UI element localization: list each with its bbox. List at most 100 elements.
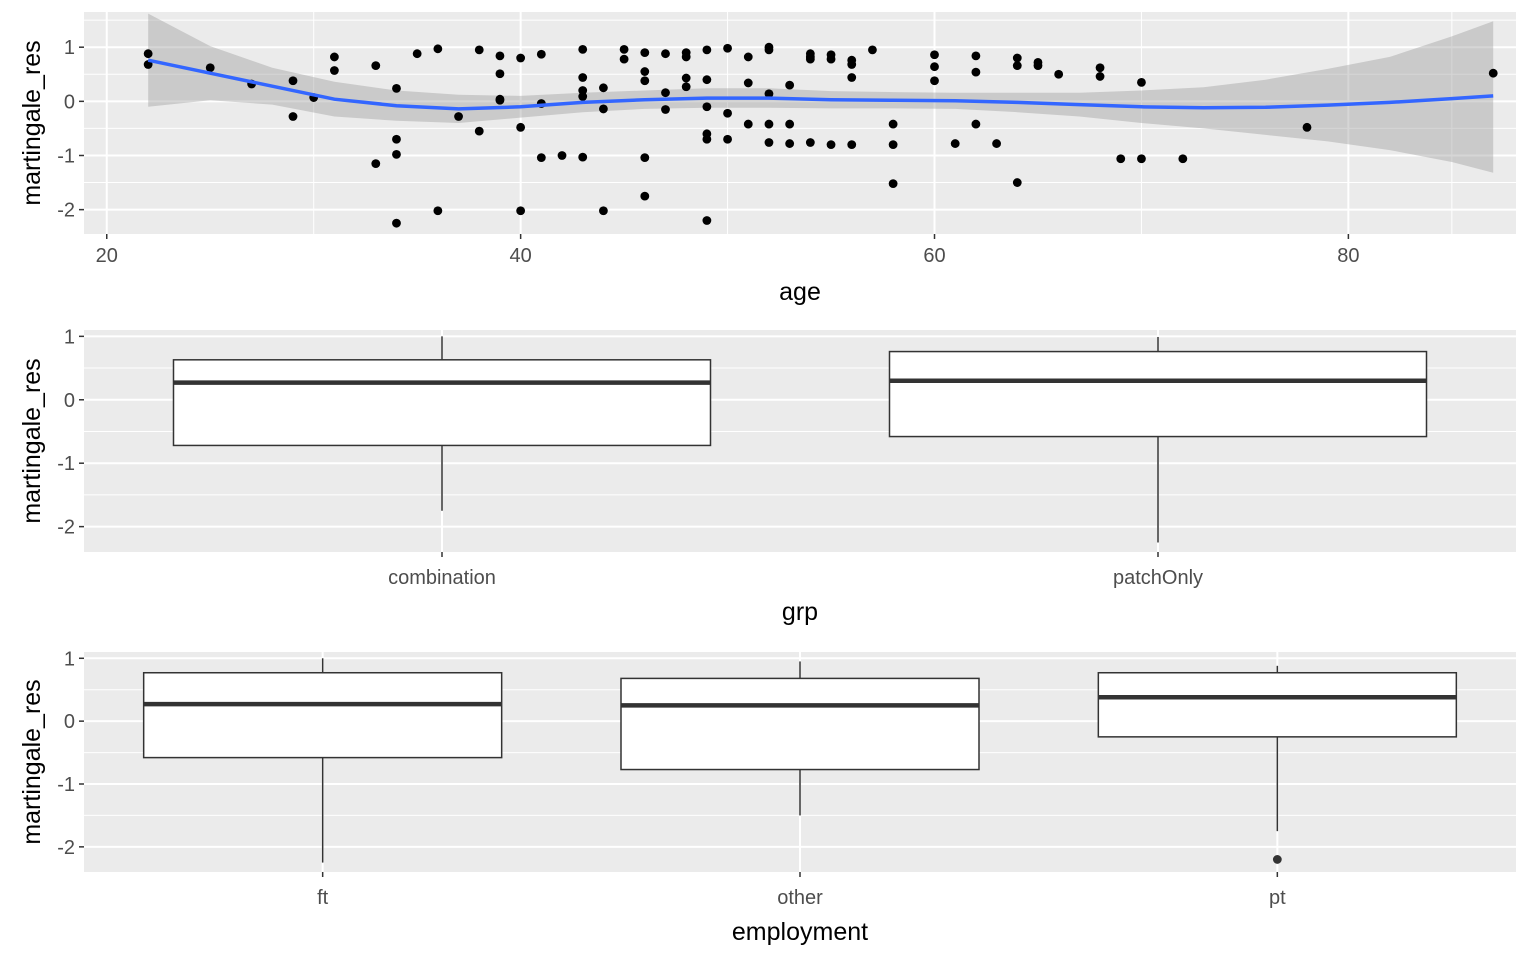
employment-boxplot-panel: -2 -1 0 1 ft other pt employment martingale_r… [18, 648, 1516, 946]
data-point [1116, 154, 1126, 164]
data-point [1012, 178, 1022, 187]
data-point [723, 134, 732, 144]
box [888, 350, 1428, 438]
data-point [288, 76, 298, 86]
data-point [516, 206, 526, 216]
data-point [702, 134, 712, 144]
data-point [785, 80, 795, 90]
grp-boxplot-panel: -2 -1 0 1 combination patchOnly grp martinga… [18, 326, 1516, 626]
data-point [702, 216, 712, 225]
data-point [1137, 77, 1146, 87]
data-point [681, 82, 691, 92]
data-point [785, 119, 795, 129]
data-point [950, 139, 960, 148]
data-point [599, 83, 608, 93]
y-tick-label: -1 [57, 145, 75, 167]
y-ticks: -2 -1 0 1 [57, 648, 84, 859]
y-tick-label: -2 [57, 200, 75, 222]
y-tick-label: -1 [57, 453, 75, 475]
data-point [992, 139, 1001, 148]
data-point [371, 61, 381, 71]
data-point [433, 206, 443, 216]
confidence-ribbon [148, 13, 1494, 173]
x-tick-label: pt [1269, 887, 1286, 909]
data-point [412, 49, 422, 59]
data-point [743, 119, 753, 129]
y-tick-label: 1 [64, 648, 75, 670]
data-point [578, 73, 588, 82]
data-point [619, 54, 629, 64]
data-point [578, 92, 588, 101]
data-point [433, 44, 443, 54]
data-point [847, 60, 857, 69]
data-point [557, 151, 567, 160]
data-point [764, 119, 774, 129]
data-point [1012, 61, 1022, 71]
y-tick-label: -1 [57, 774, 75, 796]
data-point [723, 108, 732, 118]
data-point [868, 45, 877, 55]
y-axis-title: martingale_res [18, 40, 46, 205]
data-point [1137, 154, 1146, 164]
data-point [764, 45, 774, 55]
data-point [329, 66, 339, 75]
boxplots [172, 336, 1428, 543]
data-point [661, 49, 670, 59]
data-point [805, 54, 815, 64]
data-point [971, 67, 981, 77]
data-point [495, 95, 505, 105]
data-point [1095, 72, 1105, 81]
data-point [1033, 61, 1043, 71]
outlier-point [1272, 855, 1282, 864]
data-point [702, 45, 712, 55]
data-point [826, 54, 836, 64]
data-point [847, 73, 857, 82]
data-point [888, 119, 898, 129]
data-point [474, 45, 484, 55]
scatter-points [143, 42, 1498, 228]
data-point [1488, 68, 1498, 78]
x-axis-title: grp [782, 598, 818, 626]
y-tick-label: -2 [57, 837, 75, 859]
data-point [743, 52, 753, 62]
y-tick-label: 0 [64, 711, 75, 733]
x-axis-title: age [779, 278, 821, 306]
x-tick-label: 80 [1337, 245, 1359, 267]
data-point [888, 179, 898, 189]
data-point [143, 49, 153, 59]
y-tick-label: 1 [64, 326, 75, 348]
data-point [495, 69, 505, 79]
y-tick-label: 1 [64, 37, 75, 59]
x-ticks: 20 40 60 80 [96, 234, 1360, 267]
x-ticks: ft other pt [317, 872, 1286, 909]
data-point [329, 52, 339, 62]
data-point [495, 51, 505, 61]
data-point [1012, 53, 1022, 63]
data-point [681, 52, 691, 62]
data-point [888, 140, 898, 150]
box [620, 677, 980, 771]
data-point [516, 53, 526, 63]
x-tick-label: 40 [510, 245, 532, 267]
data-point [847, 140, 857, 150]
data-point [392, 150, 401, 159]
data-point [536, 153, 546, 163]
data-point [619, 44, 629, 54]
data-point [640, 48, 650, 58]
data-point [516, 122, 526, 132]
data-point [578, 152, 588, 162]
y-ticks: -2 -1 0 1 [57, 326, 84, 539]
x-tick-label: ft [317, 887, 329, 909]
x-tick-label: patchOnly [1113, 567, 1203, 589]
data-point [1054, 69, 1064, 79]
data-point [681, 73, 691, 83]
x-ticks: combination patchOnly [388, 552, 1203, 589]
data-point [288, 112, 298, 121]
data-point [392, 134, 401, 144]
y-tick-label: 0 [64, 390, 75, 412]
data-point [392, 218, 401, 228]
smooth-line-layer [147, 58, 1494, 111]
y-axis-title: martingale_res [18, 358, 46, 523]
data-point [702, 75, 712, 85]
